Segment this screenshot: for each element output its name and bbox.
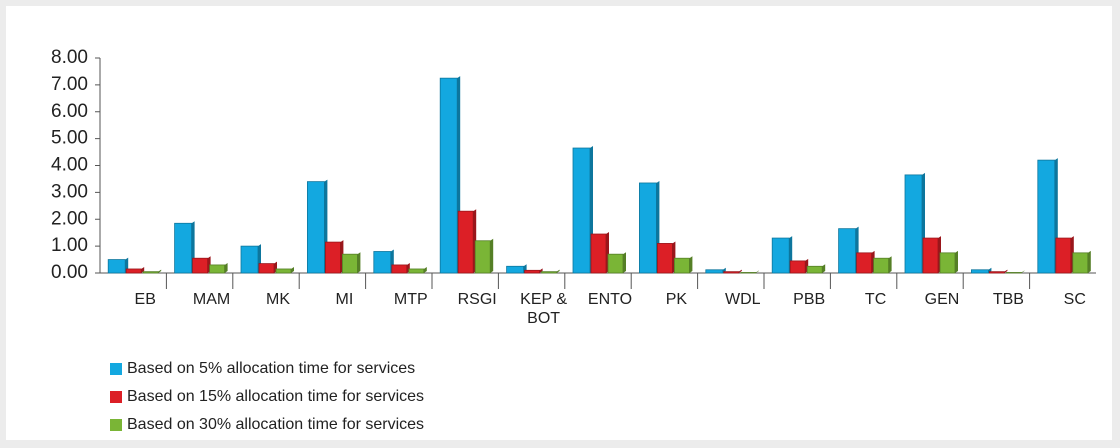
x-tick-label: MTP xyxy=(393,291,428,308)
y-tick-label: 3.00 xyxy=(51,181,88,202)
bar-side xyxy=(755,270,759,273)
x-tick-label: MAM xyxy=(192,291,231,308)
bar xyxy=(1006,272,1022,274)
legend-label: Based on 5% allocation time for services xyxy=(127,360,415,377)
bar xyxy=(474,240,491,274)
bar xyxy=(639,182,657,274)
bar-side xyxy=(158,269,162,273)
bar xyxy=(524,269,540,274)
bar xyxy=(192,257,209,274)
bar xyxy=(971,269,989,274)
y-tick-label: 0.00 xyxy=(51,262,88,283)
bar xyxy=(572,147,591,274)
bar-side xyxy=(955,250,958,273)
bar xyxy=(723,271,740,274)
bar-side xyxy=(224,262,228,273)
bar-side xyxy=(490,238,494,273)
x-tick-label: PK xyxy=(665,291,688,308)
bar-side xyxy=(556,269,560,273)
bar xyxy=(373,251,392,274)
bar xyxy=(989,271,1005,274)
x-tick-label: SC xyxy=(1063,291,1086,308)
bar xyxy=(324,241,341,274)
bar xyxy=(856,252,872,274)
bar xyxy=(541,271,557,274)
bar xyxy=(674,257,690,274)
bar xyxy=(1055,237,1072,274)
bar-side xyxy=(689,256,693,273)
y-tick-label: 1.00 xyxy=(51,235,88,256)
bar-side xyxy=(539,268,543,273)
bar xyxy=(209,264,226,274)
bar xyxy=(873,257,889,274)
x-tick-label: ENTO xyxy=(587,291,633,308)
bar xyxy=(125,268,142,274)
bar xyxy=(142,271,159,274)
bar xyxy=(607,253,624,274)
x-tick-label: RSGI xyxy=(457,291,497,308)
x-tick-label: WDL xyxy=(725,291,761,308)
x-tick-label: GEN xyxy=(924,291,960,308)
x-tick-label: TBB xyxy=(992,291,1024,308)
bar-side xyxy=(623,252,626,273)
x-tick-label: EB xyxy=(134,291,156,308)
bar xyxy=(922,237,939,274)
bar xyxy=(457,210,474,274)
bar xyxy=(939,252,956,274)
x-tick-label: PBB xyxy=(793,291,826,308)
bar-side xyxy=(423,266,427,273)
bar xyxy=(408,268,425,274)
x-tick-label: TC xyxy=(864,291,887,308)
bar-side xyxy=(1021,270,1025,273)
bar-side xyxy=(888,256,892,273)
x-tick-label: MI xyxy=(335,291,354,308)
bar-side xyxy=(291,266,294,273)
bar xyxy=(1072,252,1089,274)
bar xyxy=(240,245,259,274)
bar xyxy=(657,243,673,274)
bar-side xyxy=(357,252,361,273)
bar xyxy=(391,264,408,274)
y-tick-label: 5.00 xyxy=(51,128,88,149)
bar xyxy=(740,272,757,274)
y-tick-label: 2.00 xyxy=(51,208,88,229)
bar xyxy=(174,222,193,274)
bar xyxy=(590,233,607,274)
y-tick-label: 4.00 xyxy=(51,155,88,176)
bar-side xyxy=(738,269,742,273)
bar xyxy=(275,268,292,274)
bar xyxy=(904,174,923,274)
bar xyxy=(506,265,525,274)
bar xyxy=(306,181,325,274)
bar xyxy=(838,228,856,274)
legend-swatch xyxy=(110,391,122,403)
bar-side xyxy=(822,264,826,273)
bar xyxy=(341,253,358,274)
bar xyxy=(258,263,275,274)
bar xyxy=(705,269,724,274)
bar xyxy=(806,265,823,274)
y-tick-label: 7.00 xyxy=(51,74,88,95)
bar xyxy=(771,237,790,274)
legend-label: Based on 15% allocation time for service… xyxy=(127,388,424,405)
bar xyxy=(1037,159,1056,274)
bar xyxy=(789,260,806,274)
bar-side xyxy=(1004,269,1008,273)
bar xyxy=(439,77,458,274)
x-tick-label: MK xyxy=(266,291,290,308)
x-tick-label: KEP & BOT xyxy=(520,291,568,327)
legend-label: Based on 30% allocation time for service… xyxy=(127,416,424,433)
y-tick-label: 6.00 xyxy=(51,101,88,122)
bar-side xyxy=(1087,250,1091,273)
legend-swatch xyxy=(110,419,122,431)
bar xyxy=(107,259,126,274)
legend-swatch xyxy=(110,363,122,375)
y-tick-label: 8.00 xyxy=(51,47,88,68)
